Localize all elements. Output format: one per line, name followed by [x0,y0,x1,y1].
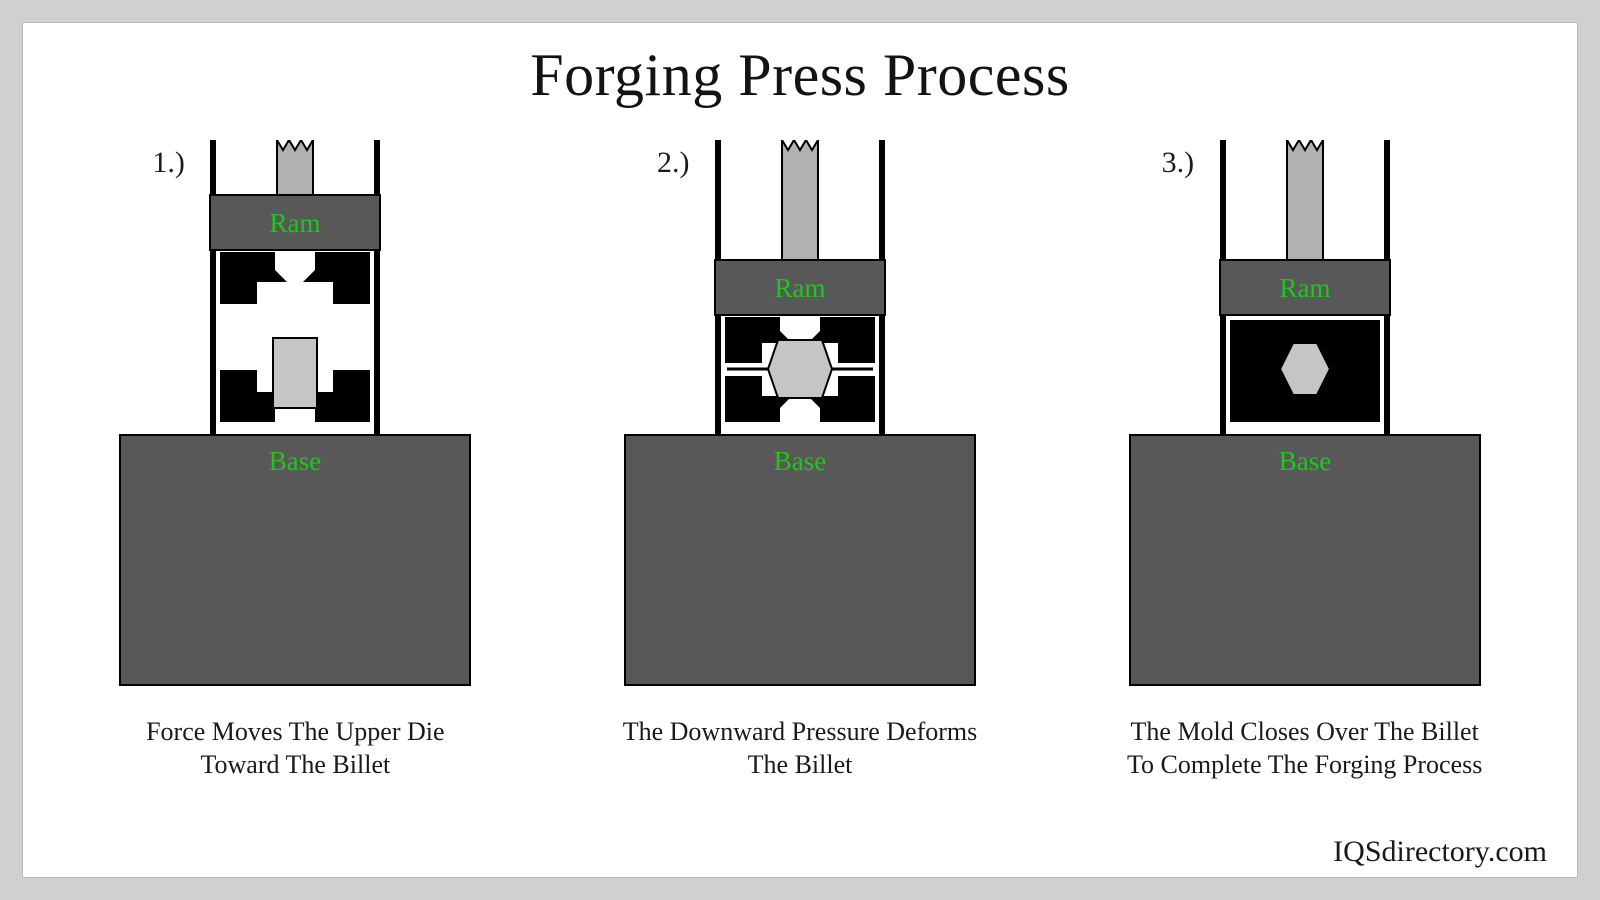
billet [273,338,317,408]
frame-right [374,140,380,435]
base-label: Base [774,446,827,476]
piston-break-icon [1287,140,1323,150]
diagram-title: Forging Press Process [63,41,1537,110]
stage-1: 1.) Ram [63,140,528,781]
stage-2-diagram: 2.) Ram [615,140,985,700]
stage-3: 3.) Ram Base The Mold Closes Over The B [1072,140,1537,781]
stage-1-diagram: 1.) Ram [110,140,480,700]
stage-1-number: 1.) [152,146,185,180]
stage-3-diagram: 3.) Ram Base [1120,140,1490,700]
credit-text: IQSdirectory.com [1333,835,1547,869]
ram-label: Ram [1279,273,1330,303]
piston-break-icon [277,140,313,150]
ram-label: Ram [775,273,826,303]
stage-2-number: 2.) [657,146,690,180]
base-label: Base [1278,446,1331,476]
stage-2-caption: The Downward Pressure Deforms The Billet [615,716,985,781]
diagram-panel: Forging Press Process 1.) Ram [22,22,1578,878]
stage-3-number: 3.) [1162,146,1195,180]
stages-row: 1.) Ram [63,140,1537,781]
frame-left [210,140,216,435]
piston-break-icon [782,140,818,150]
billet [768,340,832,398]
upper-die [220,252,370,304]
piston [1287,140,1323,267]
ram-label: Ram [270,208,321,238]
piston [782,140,818,267]
base-label: Base [269,446,322,476]
stage-3-caption: The Mold Closes Over The Billet To Compl… [1120,716,1490,781]
stage-2: 2.) Ram [568,140,1033,781]
stage-1-caption: Force Moves The Upper Die Toward The Bil… [110,716,480,781]
